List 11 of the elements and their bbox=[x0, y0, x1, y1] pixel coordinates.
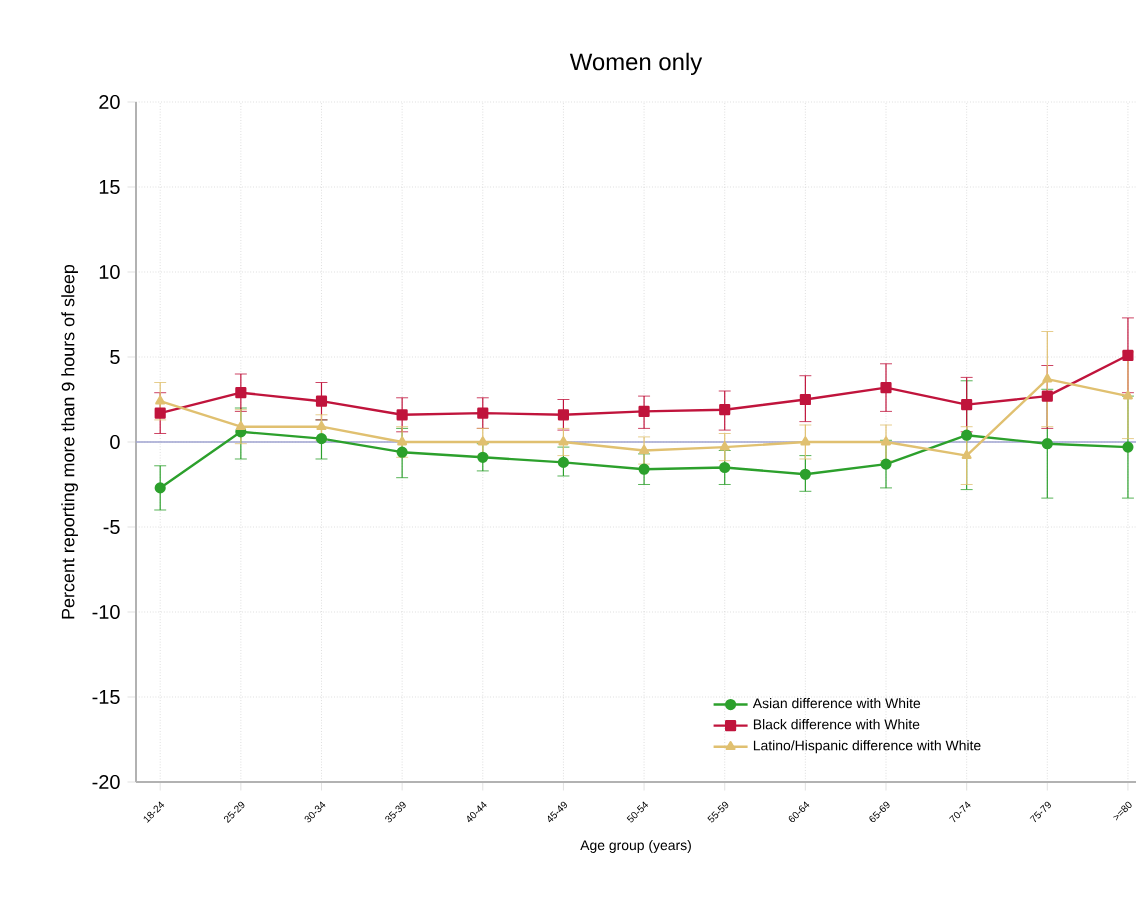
chart-title: Women only bbox=[569, 52, 703, 76]
y-tick-label: -10 bbox=[92, 604, 120, 620]
y-tick-label: 15 bbox=[99, 180, 120, 194]
y-tick-label: 5 bbox=[110, 350, 120, 364]
y-tick-label: -15 bbox=[92, 690, 120, 704]
y-tick-label: -20 bbox=[92, 774, 120, 790]
y-axis-title: Percent reporting more than 9 hours of sleep bbox=[61, 264, 78, 619]
y-tick-label: -5 bbox=[103, 520, 120, 534]
y-tick-label: 10 bbox=[99, 264, 120, 280]
y-tick-label: 0 bbox=[110, 434, 120, 450]
y-tick-label: 20 bbox=[99, 94, 120, 110]
